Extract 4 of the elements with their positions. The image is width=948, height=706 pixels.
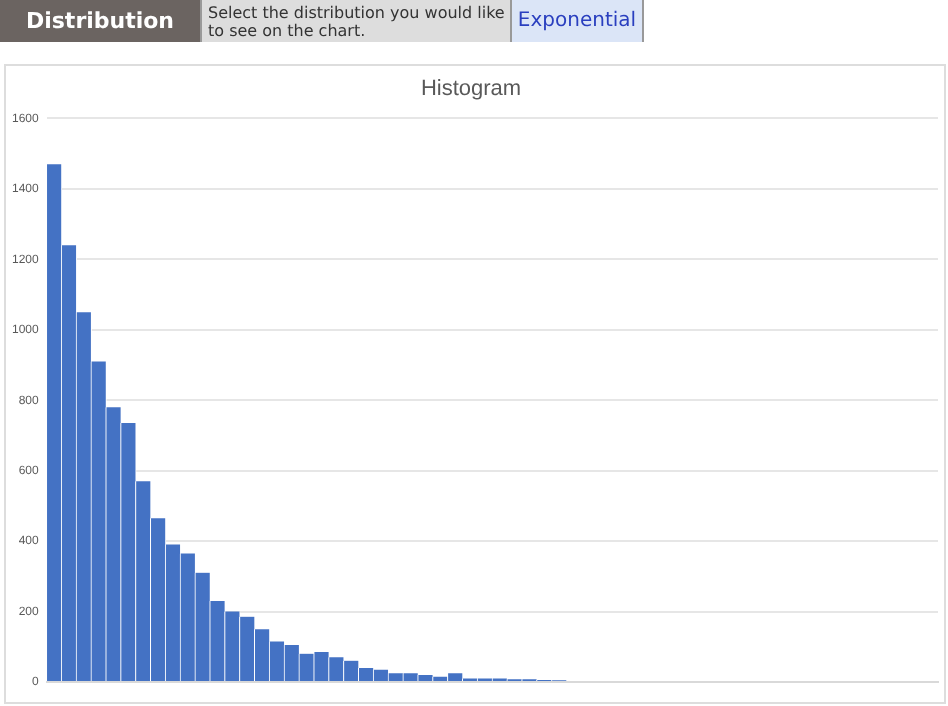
text: Select the distribution you would like to see on the chart.: [202, 0, 512, 42]
chart-title: Histogram: [420, 77, 522, 102]
text: Distribution: [0, 0, 202, 42]
text: Exponential: [512, 0, 644, 42]
